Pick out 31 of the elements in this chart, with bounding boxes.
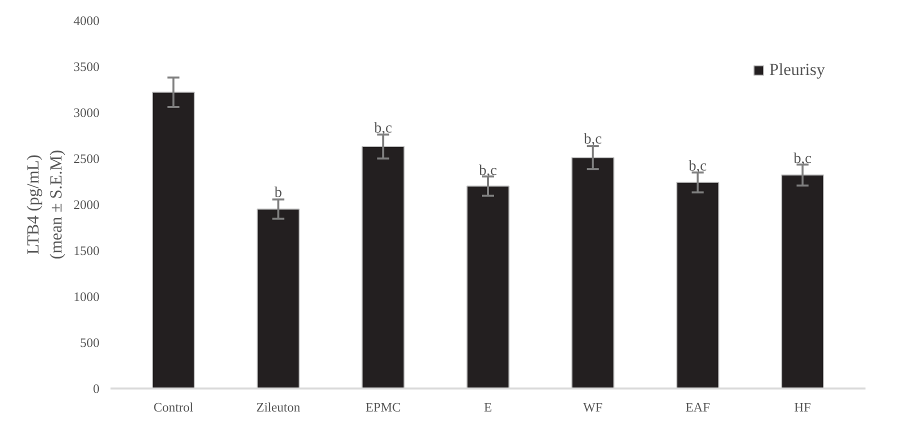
bar xyxy=(152,92,195,388)
y-tick-label: 2500 xyxy=(74,151,100,166)
x-tick-label: Control xyxy=(154,400,194,414)
annotation: b xyxy=(274,184,282,201)
bar xyxy=(676,182,720,388)
y-tick-label: 2000 xyxy=(74,197,100,212)
x-tick-label: Zileuton xyxy=(256,400,301,414)
x-tick-label: E xyxy=(484,400,492,414)
y-tick-label: 0 xyxy=(93,381,100,396)
y-tick-label: 4000 xyxy=(74,13,100,28)
annotation: b,c xyxy=(374,120,392,137)
legend-label: Pleurisy xyxy=(769,60,825,80)
bar xyxy=(466,186,510,388)
bar xyxy=(571,157,614,388)
y-tick-label: 1500 xyxy=(74,243,100,258)
y-tick-label: 500 xyxy=(80,335,100,350)
annotation: b,c xyxy=(584,132,602,148)
bar xyxy=(256,208,300,388)
x-tick-label: HF xyxy=(794,400,811,414)
bar xyxy=(781,174,824,388)
bar xyxy=(362,146,405,388)
y-axis-title: LTB4 (pg/mL) (mean ± S.E.M) xyxy=(24,150,66,260)
x-tick-label: WF xyxy=(583,400,603,414)
x-tick-label: EAF xyxy=(685,400,710,414)
y-tick-label: 1000 xyxy=(74,289,100,304)
annotation: b,c xyxy=(688,158,708,174)
y-tick-label: 3000 xyxy=(74,105,100,120)
annotation: b,c xyxy=(794,150,812,167)
x-tick-label: EPMC xyxy=(365,400,401,414)
y-tick-label: 3500 xyxy=(74,59,100,74)
annotation: b,c xyxy=(479,162,498,179)
